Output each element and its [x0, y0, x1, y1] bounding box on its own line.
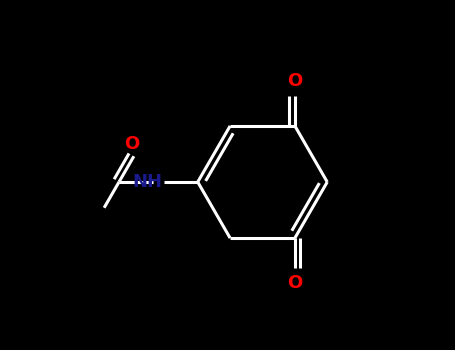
Text: O: O [287, 274, 303, 292]
Text: NH: NH [133, 173, 163, 191]
Text: O: O [125, 135, 140, 153]
Text: O: O [287, 72, 303, 90]
